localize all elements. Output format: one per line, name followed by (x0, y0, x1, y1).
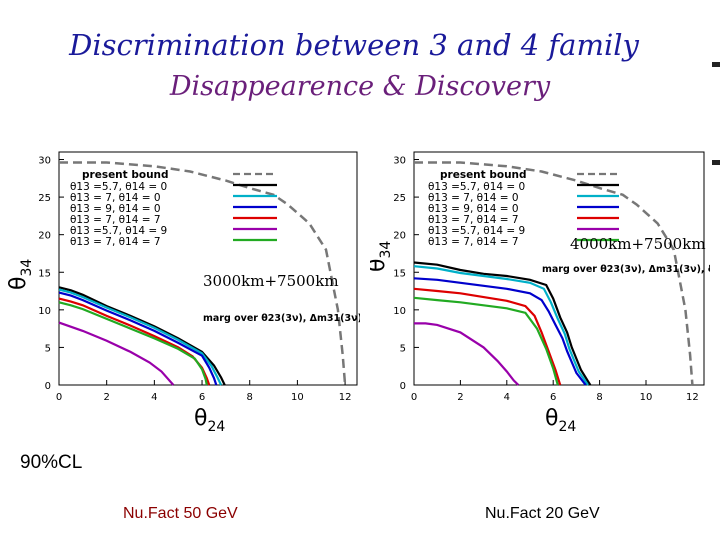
y-axis-label: θ34 (6, 259, 35, 290)
y-tick-label: 30 (38, 156, 51, 167)
y-tick-label: 25 (393, 193, 406, 204)
confidence-level-label: 90%CL (20, 452, 83, 473)
x-tick-label: 12 (686, 392, 699, 403)
series-line (58, 321, 175, 386)
x-tick-label: 6 (550, 392, 556, 403)
x-tick-label: 2 (103, 392, 109, 403)
chart-right: 0 2 4 6 8 10 12 0 5 10 15 20 25 30 θ24 θ34 present bound… (370, 151, 710, 435)
y-tick-label: 25 (38, 193, 51, 204)
legend-entry: θ13 =5.7, θ14 = 9 (70, 225, 167, 237)
y-tick-label: 20 (38, 231, 51, 242)
y-tick-label: 15 (393, 268, 406, 279)
x-tick-label: 8 (596, 392, 602, 403)
series-line (413, 287, 562, 386)
x-axis-label: θ24 (194, 406, 225, 435)
baseline-annotation: 3000km+7500km (203, 272, 339, 290)
series-line (414, 161, 694, 386)
legend-entry: θ13 =5.7, θ14 = 0 (70, 181, 167, 193)
legend-entry: θ13 = 7, θ14 = 0 (428, 192, 519, 204)
series-line (59, 161, 347, 386)
experiment-label-left: Nu.Fact 50 GeV (123, 505, 238, 522)
series-line (413, 296, 559, 386)
legend-header: present bound (82, 169, 169, 181)
page-subtitle: Disappearence & Discovery (169, 71, 551, 102)
x-tick-label: 8 (247, 392, 253, 403)
series-line (58, 301, 208, 386)
legend-entry: θ13 = 9, θ14 = 0 (428, 203, 519, 215)
legend-entry: θ13 = 7, θ14 = 0 (70, 192, 161, 204)
y-tick-label: 0 (400, 381, 406, 392)
legend-entry: θ13 =5.7, θ14 = 0 (428, 181, 525, 193)
series-line (413, 261, 592, 386)
legend-entry: θ13 = 7, θ14 = 7 (428, 236, 519, 248)
y-axis-label: θ34 (370, 241, 394, 272)
series-line (58, 288, 223, 386)
x-tick-label: 6 (199, 392, 205, 403)
legend-entry: θ13 = 7, θ14 = 7 (70, 236, 161, 248)
x-axis-label: θ24 (545, 406, 576, 435)
edge-mark-bottom (712, 160, 720, 165)
legend-entry: θ13 =5.7, θ14 = 9 (428, 225, 525, 237)
x-tick-label: 12 (339, 392, 352, 403)
baseline-annotation: 4000km+7500km (570, 235, 706, 253)
x-tick-label: 10 (291, 392, 304, 403)
y-tick-label: 10 (38, 306, 51, 317)
legend-entry: θ13 = 9, θ14 = 0 (70, 203, 161, 215)
edge-mark-top (712, 62, 720, 67)
series-line (413, 277, 587, 386)
legend-header: present bound (440, 169, 527, 181)
y-tick-label: 5 (400, 343, 406, 354)
series-line (58, 291, 218, 386)
x-tick-label: 4 (504, 392, 510, 403)
y-tick-label: 15 (38, 268, 51, 279)
series-line (414, 322, 520, 386)
x-tick-label: 10 (640, 392, 653, 403)
legend-entry: θ13 = 7, θ14 = 7 (428, 214, 519, 226)
x-tick-label: 0 (411, 392, 417, 403)
page-title: Discrimination between 3 and 4 family (69, 28, 639, 62)
x-tick-label: 2 (457, 392, 463, 403)
series-line (413, 265, 589, 386)
y-tick-label: 0 (45, 381, 51, 392)
legend-entry: θ13 = 7, θ14 = 7 (70, 214, 161, 226)
y-tick-label: 30 (393, 156, 406, 167)
y-tick-label: 20 (393, 231, 406, 242)
chart-left: 0 2 4 6 8 10 12 0 5 10 15 20 25 30 θ24 θ34 present bound… (6, 151, 360, 435)
marg-annotation: marg over θ23(3ν), Δm31(3ν), δ3 (542, 264, 710, 275)
experiment-label-right: Nu.Fact 20 GeV (485, 505, 600, 522)
y-tick-label: 10 (393, 306, 406, 317)
series-line (58, 286, 226, 386)
x-tick-label: 4 (151, 392, 157, 403)
plot-frame (58, 151, 358, 386)
plot-frame (413, 151, 705, 386)
x-tick-label: 0 (56, 392, 62, 403)
marg-annotation: marg over θ23(3ν), Δm31(3ν) (203, 313, 360, 324)
y-tick-label: 5 (45, 343, 51, 354)
